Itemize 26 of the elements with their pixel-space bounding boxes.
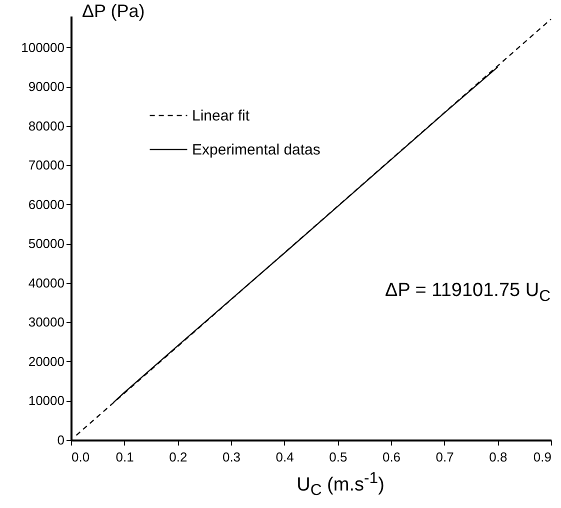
y-tick-label: 50000	[28, 236, 64, 252]
y-tick-label: 70000	[28, 158, 64, 173]
x-tick-label: 0.1	[116, 450, 134, 464]
y-tick-label: 90000	[28, 79, 64, 94]
x-tick-label: 0.8	[489, 450, 508, 464]
x-tick-label: 0.2	[169, 450, 188, 464]
x-tick-label: 0.3	[222, 450, 241, 464]
y-tick-label: 100000	[21, 40, 64, 55]
x-tick-label: 0.5	[329, 450, 348, 464]
y-tick-label: 40000	[28, 275, 64, 290]
y-axis-title: ΔP (Pa)	[82, 1, 145, 21]
legend-label: Experimental datas	[192, 142, 320, 158]
x-tick-label: 0.0	[72, 450, 90, 464]
y-tick-label: 0	[57, 432, 64, 448]
x-tick-label: 0.9	[533, 450, 552, 464]
y-tick-label: 60000	[28, 196, 64, 212]
y-tick-label: 30000	[28, 314, 64, 330]
x-tick-label: 0.7	[436, 450, 454, 464]
y-tick-label: 10000	[28, 393, 64, 408]
y-tick-label: 80000	[28, 118, 64, 134]
legend-label: Linear fit	[192, 108, 250, 124]
x-axis-title: U$_{C}$ (m.s$^{-1}$)	[296, 470, 386, 500]
annotation: ΔP = 119101.75 U$_{C}$	[385, 280, 551, 306]
x-tick-label: 0.4	[276, 450, 294, 464]
x-tick-label: 0.6	[382, 450, 401, 464]
y-tick-label: 20000	[28, 354, 64, 369]
